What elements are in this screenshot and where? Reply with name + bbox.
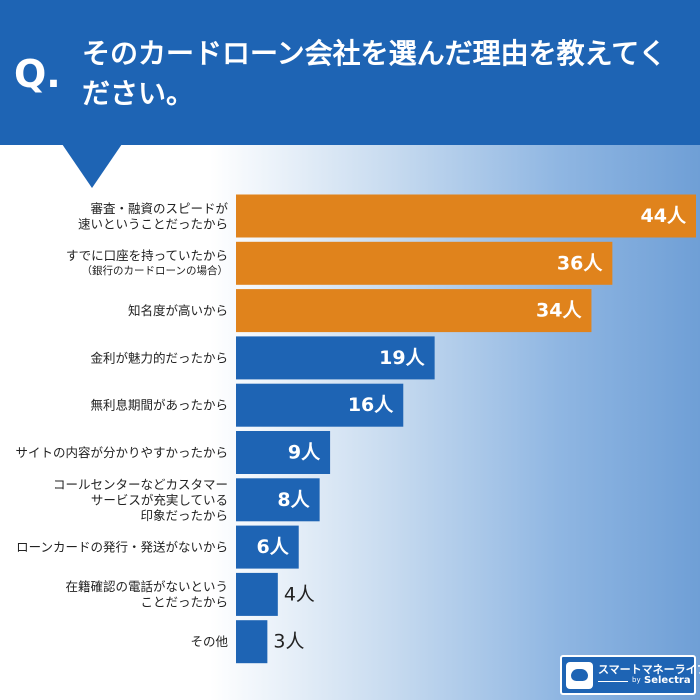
logo-name: スマートマネーライフ [598,663,700,676]
bar-6 [236,431,331,474]
value-label-6: 9人 [288,442,321,464]
piggy-bank-icon [566,662,593,689]
bar-2 [236,241,613,285]
logo-sub: Selectra [644,675,691,686]
bar-3 [236,289,592,333]
logo-by: by [632,676,641,684]
category-label-9: 在籍確認の電話がないということだったから [65,579,228,610]
value-label-3: 34人 [536,300,582,322]
category-label-10: その他 [190,634,228,649]
value-label-8: 6人 [256,536,289,558]
question-header [0,0,700,145]
bar-5 [236,383,404,427]
category-label-8: ローンカードの発行・発送がないから [16,540,228,555]
value-label-4: 19人 [379,347,425,369]
bar-1 [236,194,696,238]
category-label-5: 無利息期間があったから [90,398,228,413]
value-label-1: 44人 [641,205,687,227]
logo-divider [598,681,628,682]
bar-10 [236,620,268,664]
category-label-2: すでに口座を持っていたから（銀行のカードローンの場合） [66,248,228,277]
category-label-4: 金利が魅力的だったから [90,350,228,365]
value-label-5: 16人 [348,394,394,416]
value-label-10: 3人 [273,631,304,653]
question-text: そのカードローン会社を選んだ理由を教えてください。 [82,37,667,110]
brand-logo: スマートマネーライフ by Selectra [560,655,700,695]
bar-9 [236,572,278,616]
speech-pointer [62,144,122,188]
category-label-3: 知名度が高いから [128,303,228,318]
value-label-9: 4人 [284,583,315,605]
bar-4 [236,336,435,380]
bar-8 [236,525,299,569]
category-label-1: 審査・融資のスピードが速いということだったから [78,201,229,232]
value-label-7: 8人 [277,489,310,511]
category-label-7: コールセンターなどカスタマーサービスが充実している印象だったから [53,477,228,523]
value-label-2: 36人 [557,252,603,274]
category-label-6: サイトの内容が分かりやすかったから [15,445,228,460]
bar-7 [236,478,320,522]
q-mark: Q. [14,52,61,96]
